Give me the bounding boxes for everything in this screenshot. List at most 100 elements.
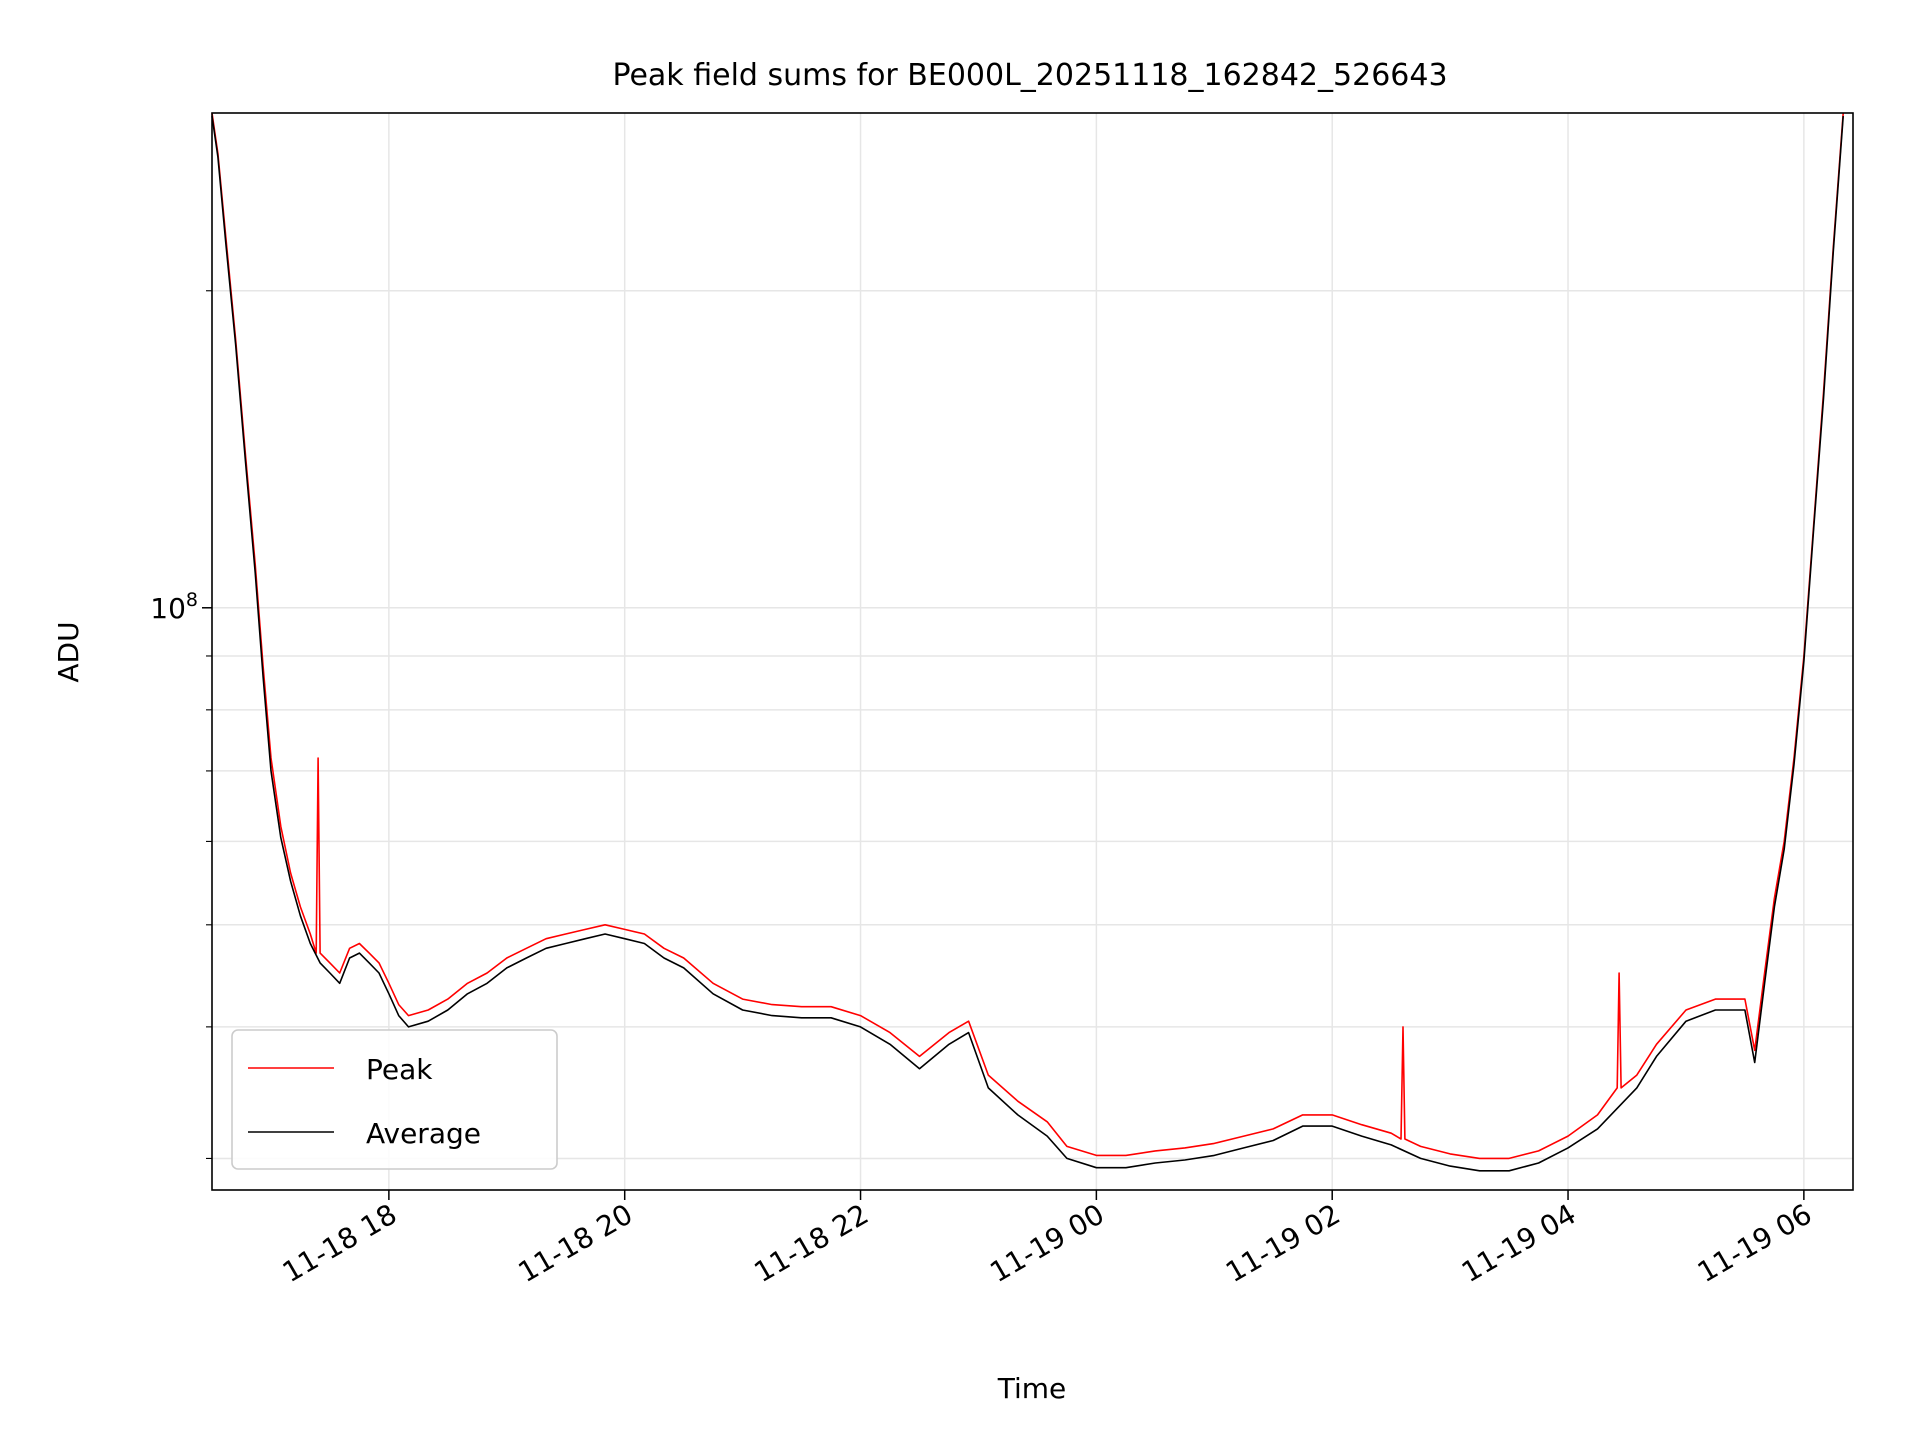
legend-peak-label: Peak (366, 1053, 433, 1086)
peak-data-point (1361, 1124, 1363, 1126)
average-data-point (683, 967, 685, 969)
peak-data-point (280, 826, 282, 828)
average-data-point (486, 983, 488, 985)
average-data-point (1214, 1155, 1216, 1157)
average-data-point (1538, 1162, 1540, 1164)
peak-data-point (948, 1032, 950, 1034)
peak-data-point (467, 983, 469, 985)
peak-data-point (1685, 1009, 1687, 1011)
average-data-point (1420, 1158, 1422, 1160)
average-data-point (408, 1026, 410, 1028)
peak-data-point (1744, 998, 1746, 1000)
peak-series-line (211, 112, 1844, 1160)
average-data-point (1155, 1162, 1157, 1164)
peak-data-point (506, 957, 508, 959)
average-data-point (427, 1020, 429, 1022)
peak-data-point (1754, 1050, 1756, 1052)
peak-data-point (1066, 1146, 1068, 1148)
peak-data-point (565, 933, 567, 935)
average-data-point (1774, 906, 1776, 908)
x-axis-label: Time (997, 1372, 1067, 1405)
peak-data-point (1184, 1147, 1186, 1149)
peak-data-point (1243, 1135, 1245, 1137)
average-data-point (1390, 1144, 1392, 1146)
peak-data-point (329, 962, 331, 964)
average-data-point (262, 676, 264, 678)
average-data-point (1803, 660, 1805, 662)
average-data-point (889, 1044, 891, 1046)
peak-data-point (860, 1015, 862, 1017)
peak-data-point (1620, 1087, 1622, 1089)
peak-data-point (1046, 1121, 1048, 1123)
peak-data-point (1331, 1114, 1333, 1116)
average-data-point (1783, 848, 1785, 850)
y-axis-ticks: 108 (150, 290, 212, 1159)
average-data-point (1754, 1062, 1756, 1064)
average-data-point (1096, 1167, 1098, 1169)
average-data-point (1685, 1020, 1687, 1022)
average-data-point (217, 156, 219, 158)
average-data-point (860, 1026, 862, 1028)
average-data-point (1272, 1140, 1274, 1142)
peak-data-point (604, 924, 606, 926)
peak-data-point (988, 1074, 990, 1076)
peak-data-point (1420, 1146, 1422, 1148)
peak-data-point (919, 1056, 921, 1058)
peak-data-point (968, 1020, 970, 1022)
peak-data-point (319, 952, 321, 954)
legend: Peak Average (231, 1029, 558, 1170)
peak-data-point (398, 1004, 400, 1006)
average-data-point (1715, 1009, 1717, 1011)
average-data-point (1567, 1147, 1569, 1149)
peak-data-point (290, 872, 292, 874)
average-data-point (1479, 1170, 1481, 1172)
average-data-point (526, 957, 528, 959)
average-data-point (968, 1032, 970, 1034)
average-data-point (1361, 1135, 1363, 1137)
average-data-point (1331, 1125, 1333, 1127)
average-data-point (1184, 1159, 1186, 1161)
average-data-point (254, 572, 256, 574)
average-data-point (1823, 398, 1825, 400)
average-data-point (245, 460, 247, 462)
average-data-point (742, 1009, 744, 1011)
peak-data-point (359, 943, 361, 945)
peak-data-point (1155, 1150, 1157, 1152)
peak-data-point (1508, 1158, 1510, 1160)
plot-series (211, 112, 1844, 1172)
average-data-point (506, 967, 508, 969)
peak-data-point (388, 983, 390, 985)
legend-box (231, 1029, 558, 1170)
peak-data-point (1402, 1026, 1404, 1028)
peak-data-point (742, 998, 744, 1000)
peak-data-point (310, 933, 312, 935)
average-data-point (290, 880, 292, 882)
average-data-point (919, 1068, 921, 1070)
average-data-point (398, 1015, 400, 1017)
peak-data-point (1404, 1138, 1406, 1140)
peak-data-point (624, 929, 626, 931)
average-data-point (225, 242, 227, 244)
average-data-point (280, 837, 282, 839)
average-data-point (712, 993, 714, 995)
average-data-point (467, 993, 469, 995)
peak-data-point (1449, 1153, 1451, 1155)
peak-data-point (427, 1009, 429, 1011)
peak-data-point (1774, 897, 1776, 899)
peak-data-point (1302, 1114, 1304, 1116)
peak-data-point (1017, 1100, 1019, 1102)
average-data-point (349, 957, 351, 959)
average-data-point (663, 957, 665, 959)
average-data-point (830, 1017, 832, 1019)
average-data-point (545, 948, 547, 950)
average-data-point (1833, 251, 1835, 253)
peak-data-point (300, 906, 302, 908)
average-data-point (1842, 115, 1844, 117)
peak-data-point (1656, 1044, 1658, 1046)
peak-data-point (1597, 1114, 1599, 1116)
average-data-point (771, 1015, 773, 1017)
peak-data-point (644, 933, 646, 935)
average-data-point (270, 770, 272, 772)
peak-data-point (349, 948, 351, 950)
